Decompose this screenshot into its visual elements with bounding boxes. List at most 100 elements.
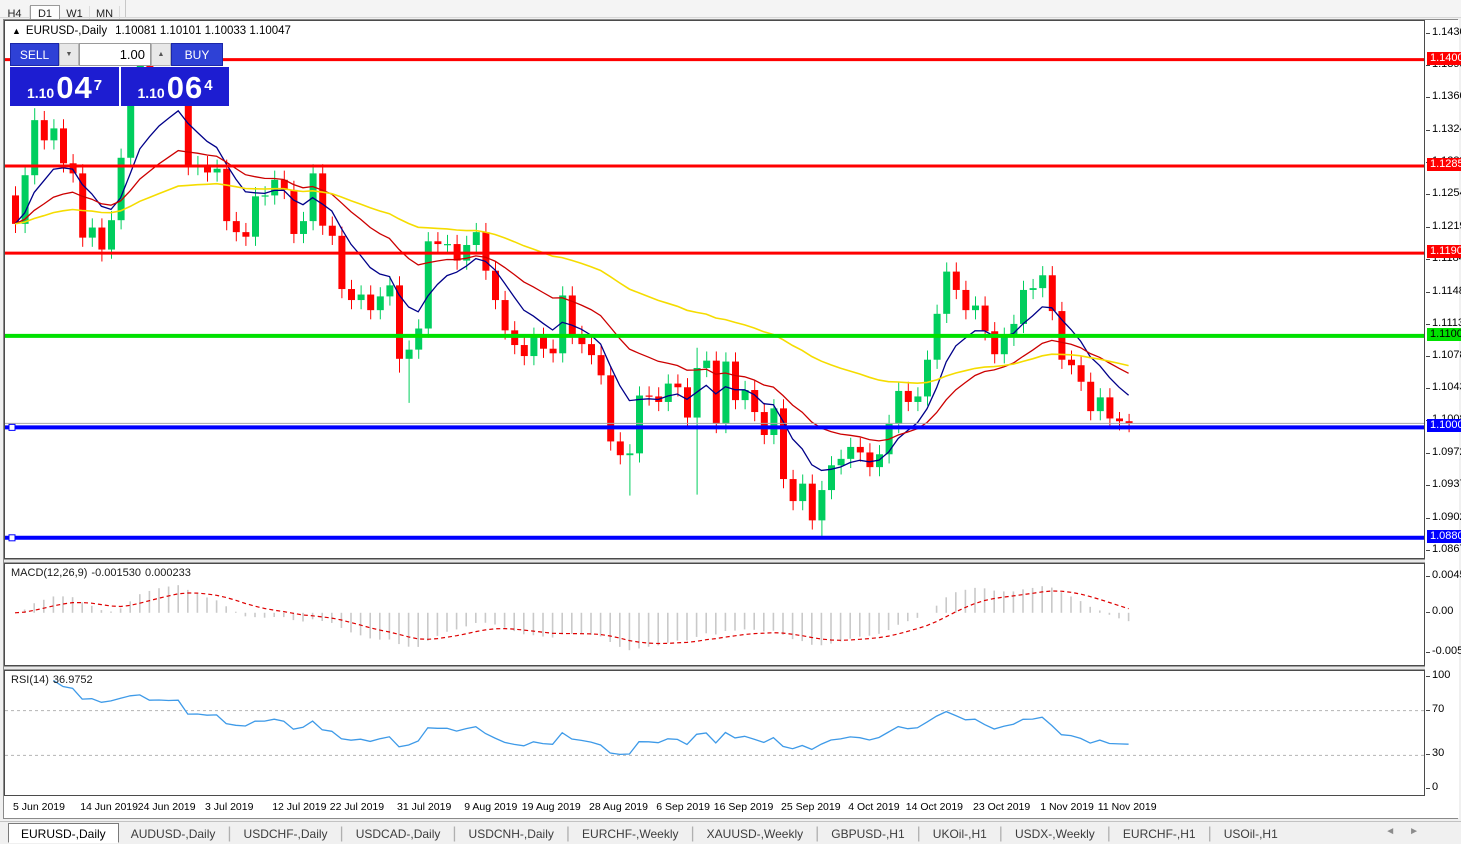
price-axis: 1.143001.139501.136001.132401.128901.125… xyxy=(1425,20,1461,818)
candle-down xyxy=(808,483,816,521)
candle-down xyxy=(789,479,797,502)
date-axis-label: 6 Sep 2019 xyxy=(656,801,710,813)
chart-tab-gbpusd-h1[interactable]: GBPUSD-,H1 xyxy=(831,827,905,841)
candle-up xyxy=(424,241,432,329)
date-axis-label: 25 Sep 2019 xyxy=(781,801,841,813)
candle-up xyxy=(88,227,96,238)
buy-button[interactable]: BUY xyxy=(171,43,223,66)
candle-down xyxy=(520,345,528,357)
chart-tab-usdcad-daily[interactable]: USDCAD-,Daily xyxy=(355,827,441,841)
rsi-value: 36.9752 xyxy=(52,674,93,686)
date-axis-label: 22 Jul 2019 xyxy=(329,801,385,813)
collapse-triangle-icon[interactable]: ▲ xyxy=(12,26,21,36)
candle-up xyxy=(21,175,29,224)
buy-price-main: 06 xyxy=(166,70,204,105)
candle-down xyxy=(1106,397,1114,419)
candle-down xyxy=(549,348,557,354)
candle-up xyxy=(828,465,835,491)
tab-separator: | xyxy=(227,825,232,842)
macd-indicator-pane[interactable] xyxy=(4,563,1425,666)
tab-separator: | xyxy=(339,825,344,842)
chart-tab-usdx-weekly[interactable]: USDX-,Weekly xyxy=(1014,827,1095,841)
sell-button[interactable]: SELL xyxy=(10,43,59,66)
chart-tab-ukoil-h1[interactable]: UKOil-,H1 xyxy=(932,827,987,841)
candle-down xyxy=(184,85,192,167)
sell-price-pip: 7 xyxy=(93,77,103,94)
candle-up xyxy=(530,336,538,357)
buy-price-display[interactable]: 1.10 06 4 xyxy=(121,67,229,106)
tab-scroll-arrows[interactable]: ◄► xyxy=(1385,826,1433,837)
timeframe-button-mn[interactable]: MN xyxy=(90,6,120,23)
rsi-axis-tick: 30 xyxy=(1425,747,1445,760)
date-axis-label: 3 Jul 2019 xyxy=(205,801,254,813)
chart-tab-eurchf-weekly[interactable]: EURCHF-,Weekly xyxy=(582,827,679,841)
chart-tab-eurchf-h1[interactable]: EURCHF-,H1 xyxy=(1122,827,1196,841)
candle-down xyxy=(952,271,960,290)
chart-tab-usoil-h1[interactable]: USOil-,H1 xyxy=(1223,827,1278,841)
candle-up xyxy=(1039,275,1047,289)
date-axis-label: 12 Jul 2019 xyxy=(272,801,327,813)
candle-down xyxy=(712,360,720,424)
candle-up xyxy=(741,390,749,401)
chart-tab-usdchf-daily[interactable]: USDCHF-,Daily xyxy=(243,827,328,841)
timeframe-button-w1[interactable]: W1 xyxy=(60,6,90,23)
rsi-indicator-pane[interactable] xyxy=(4,670,1425,796)
candle-down xyxy=(981,305,989,332)
candle-down xyxy=(290,189,298,234)
candle-down xyxy=(367,294,375,311)
pane-splitter[interactable] xyxy=(4,559,1457,563)
candle-down xyxy=(780,408,787,480)
sell-price-main: 04 xyxy=(56,70,93,105)
candle-up xyxy=(924,359,931,397)
candle-up xyxy=(405,349,413,359)
candle-down xyxy=(328,225,336,236)
pane-splitter[interactable] xyxy=(4,666,1457,670)
price-chart[interactable] xyxy=(4,20,1425,559)
macd-axis-tick: 0.00 xyxy=(1425,604,1454,617)
volume-decrease-button[interactable]: ▼ xyxy=(59,43,79,66)
candle-down xyxy=(1048,275,1056,312)
volume-increase-button[interactable]: ▲ xyxy=(151,43,171,66)
candle-up xyxy=(1029,288,1037,290)
candle-up xyxy=(300,221,307,234)
date-axis-label: 23 Oct 2019 xyxy=(973,801,1031,813)
candle-up xyxy=(1010,323,1018,337)
macd-label: MACD(12,26,9) -0.001530 0.000233 xyxy=(11,567,191,579)
moving-average-line xyxy=(14,182,1129,385)
date-axis-label: 28 Aug 2019 xyxy=(589,801,648,813)
line-handle xyxy=(8,534,16,542)
chart-tab-eurusd-daily[interactable]: EURUSD-,Daily xyxy=(8,823,119,843)
tab-separator: | xyxy=(916,825,921,842)
macd-histogram xyxy=(23,585,1130,651)
candle-up xyxy=(357,294,365,301)
date-axis-label: 1 Nov 2019 xyxy=(1040,801,1094,813)
candle-down xyxy=(991,331,999,355)
buy-price-prefix: 1.10 xyxy=(137,85,165,101)
chart-tab-xauusd-weekly[interactable]: XAUUSD-,Weekly xyxy=(706,827,804,841)
symbol-label: EURUSD-,Daily xyxy=(25,25,108,37)
candle-up xyxy=(722,361,730,424)
candle-up xyxy=(472,232,480,245)
candle-up xyxy=(693,367,701,418)
candle-up xyxy=(895,390,903,424)
candle-up xyxy=(213,168,221,173)
candle-up xyxy=(50,128,58,141)
macd-axis-tick: 0.004536 xyxy=(1426,569,1461,581)
candle-down xyxy=(732,361,739,401)
price-axis-tick: 1.14300 xyxy=(1426,26,1461,38)
volume-input[interactable] xyxy=(79,43,151,66)
candle-down xyxy=(223,168,231,222)
timeframe-button-h4[interactable]: H4 xyxy=(0,6,30,23)
sell-price-display[interactable]: 1.10 04 7 xyxy=(10,67,119,106)
chart-tab-audusd-daily[interactable]: AUDUSD-,Daily xyxy=(130,827,216,841)
candle-up xyxy=(1000,336,1008,355)
toolbar-separator xyxy=(120,0,126,17)
chart-tab-usdcnh-daily[interactable]: USDCNH-,Daily xyxy=(468,827,554,841)
candle-down xyxy=(204,165,211,173)
candle-down xyxy=(69,163,77,174)
candle-up xyxy=(799,483,807,502)
candle-up xyxy=(117,157,125,221)
price-level-badge: 1.11000 xyxy=(1427,327,1461,341)
